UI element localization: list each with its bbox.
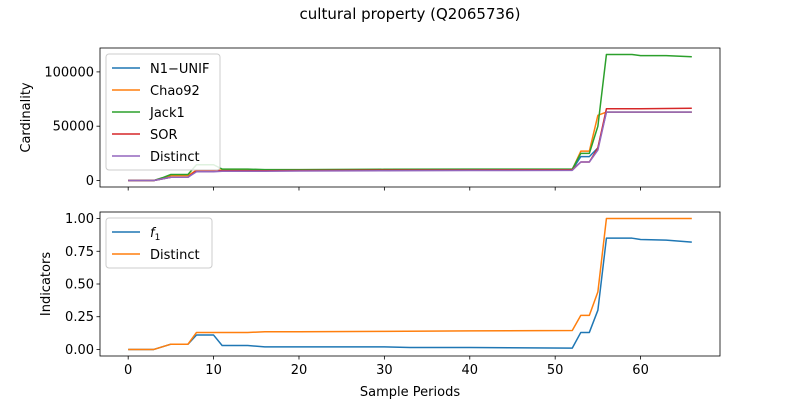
axes-frame xyxy=(99,47,721,188)
legend: N1−UNIF Chao92 Jack1 SOR Distinct xyxy=(105,53,221,171)
y-tick-label: 0.50 xyxy=(65,278,94,293)
legend-entry: SOR xyxy=(150,128,178,143)
legend: f1 Distinct xyxy=(105,217,213,269)
y-tick-label: 0.25 xyxy=(65,310,94,325)
y-tick-label: 0.75 xyxy=(65,245,94,260)
figure-title: cultural property (Q2065736) xyxy=(300,5,521,23)
legend-entry: Distinct xyxy=(150,150,200,165)
x-axis-label: Sample Periods xyxy=(360,385,460,400)
y-tick-label: 0 xyxy=(86,174,94,189)
series-line-jack1 xyxy=(128,53,692,182)
x-tick-label: 50 xyxy=(547,363,564,378)
y-axis-label: Indicators xyxy=(39,252,54,316)
y-tick-label: 100000 xyxy=(44,65,94,80)
x-tick-label: 30 xyxy=(376,363,393,378)
legend-entry: f1 xyxy=(150,226,160,243)
legend-entry: N1−UNIF xyxy=(150,62,209,77)
y-tick-label: 0.00 xyxy=(65,343,94,358)
y-tick-label: 50000 xyxy=(53,120,94,135)
legend-entry: Distinct xyxy=(150,248,200,263)
x-tick-label: 20 xyxy=(291,363,308,378)
top-panel-cardinality: 0 50000 100000 Cardinality N1−UNIF Chao92 Jack… xyxy=(19,47,721,191)
legend-box xyxy=(105,217,213,269)
legend-entry: Jack1 xyxy=(149,106,185,121)
y-axis-label: Cardinality xyxy=(19,82,34,153)
bottom-panel-indicators: 0.00 0.25 0.50 0.75 1.00 0 10 20 30 40 50 60 Indicat… xyxy=(39,211,721,400)
x-tick-label: 0 xyxy=(124,363,132,378)
x-tick-label: 40 xyxy=(462,363,479,378)
legend-entry: Chao92 xyxy=(150,84,200,99)
legend-box xyxy=(105,53,221,171)
series-line-distinct xyxy=(128,111,692,182)
series-line-distinct xyxy=(128,217,692,351)
x-tick-label: 10 xyxy=(205,363,222,378)
x-tick-label: 60 xyxy=(632,363,649,378)
y-tick-label: 1.00 xyxy=(65,212,94,227)
